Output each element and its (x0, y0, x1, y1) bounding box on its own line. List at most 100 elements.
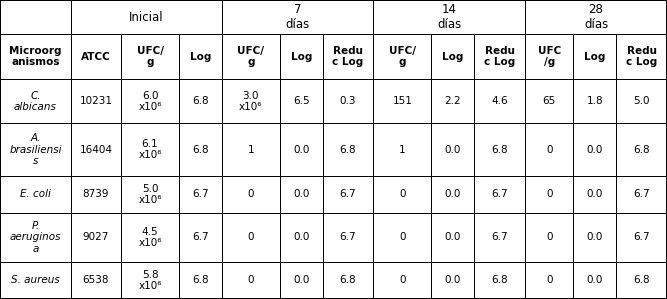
Bar (525, 262, 574, 299)
Bar (323, 34, 374, 79)
Text: 5.8
x10⁶: 5.8 x10⁶ (138, 270, 162, 291)
Bar (222, 176, 280, 213)
Text: 0: 0 (546, 232, 552, 242)
Text: 0: 0 (247, 190, 254, 199)
Text: 6.8: 6.8 (192, 96, 209, 106)
Text: 1: 1 (247, 145, 254, 155)
Text: 28
días: 28 días (584, 4, 608, 31)
Text: 0: 0 (400, 275, 406, 285)
Text: 9027: 9027 (83, 232, 109, 242)
Bar (280, 213, 323, 262)
Bar (374, 213, 432, 262)
Bar (574, 79, 616, 123)
Bar (374, 34, 432, 79)
Text: 0: 0 (247, 232, 254, 242)
Text: 6.8: 6.8 (192, 145, 209, 155)
Bar (179, 176, 222, 213)
Text: Log: Log (584, 52, 606, 62)
Text: 0.0: 0.0 (293, 275, 309, 285)
Text: 6.8: 6.8 (492, 145, 508, 155)
Text: 14
días: 14 días (437, 4, 462, 31)
Text: 6.5: 6.5 (293, 96, 309, 106)
Bar (525, 0, 667, 34)
Text: 0: 0 (400, 190, 406, 199)
Text: 6.7: 6.7 (192, 190, 209, 199)
Bar (222, 79, 280, 123)
Text: UFC
/g: UFC /g (538, 46, 561, 67)
Bar (179, 79, 222, 123)
Bar (222, 34, 280, 79)
Text: 6.7: 6.7 (340, 190, 356, 199)
Text: 7
días: 7 días (285, 4, 309, 31)
Text: 6.8: 6.8 (492, 275, 508, 285)
Bar (71, 213, 121, 262)
Bar (432, 262, 474, 299)
Bar (574, 176, 616, 213)
Text: P.
aeruginos
a: P. aeruginos a (10, 221, 61, 254)
Bar (323, 123, 374, 176)
Text: 0.0: 0.0 (587, 275, 603, 285)
Bar (323, 176, 374, 213)
Text: 65: 65 (543, 96, 556, 106)
Bar (71, 79, 121, 123)
Text: 6.8: 6.8 (192, 275, 209, 285)
Text: 10231: 10231 (79, 96, 113, 106)
Bar (0, 123, 71, 176)
Bar (0, 213, 71, 262)
Bar (71, 34, 121, 79)
Bar (121, 176, 179, 213)
Text: 6.7: 6.7 (492, 190, 508, 199)
Bar (616, 79, 667, 123)
Bar (222, 0, 374, 34)
Bar (0, 262, 71, 299)
Text: 0: 0 (400, 232, 406, 242)
Bar (374, 262, 432, 299)
Text: Log: Log (291, 52, 312, 62)
Bar (616, 176, 667, 213)
Text: Log: Log (442, 52, 464, 62)
Bar (474, 79, 525, 123)
Text: 0.3: 0.3 (340, 96, 356, 106)
Bar (0, 79, 71, 123)
Bar (71, 176, 121, 213)
Bar (71, 262, 121, 299)
Text: 0: 0 (546, 190, 552, 199)
Bar (280, 79, 323, 123)
Bar (179, 262, 222, 299)
Text: 1: 1 (399, 145, 406, 155)
Bar (474, 34, 525, 79)
Text: 0.0: 0.0 (445, 232, 461, 242)
Bar (179, 123, 222, 176)
Text: 8739: 8739 (83, 190, 109, 199)
Text: 0.0: 0.0 (293, 190, 309, 199)
Text: 0.0: 0.0 (445, 275, 461, 285)
Text: Redu
c Log: Redu c Log (484, 46, 516, 67)
Bar (323, 79, 374, 123)
Bar (432, 123, 474, 176)
Text: 0.0: 0.0 (587, 232, 603, 242)
Bar (474, 213, 525, 262)
Bar (374, 79, 432, 123)
Bar (374, 176, 432, 213)
Text: S. aureus: S. aureus (11, 275, 60, 285)
Text: 6.7: 6.7 (633, 232, 650, 242)
Bar (222, 213, 280, 262)
Text: 4.6: 4.6 (492, 96, 508, 106)
Text: 5.0: 5.0 (634, 96, 650, 106)
Bar (474, 123, 525, 176)
Text: 5.0
x10⁶: 5.0 x10⁶ (138, 184, 162, 205)
Bar (616, 123, 667, 176)
Text: Redu
c Log: Redu c Log (332, 46, 364, 67)
Text: ATCC: ATCC (81, 52, 111, 62)
Bar (574, 262, 616, 299)
Text: UFC/
g: UFC/ g (389, 46, 416, 67)
Text: 6.7: 6.7 (192, 232, 209, 242)
Bar (374, 0, 525, 34)
Text: 0.0: 0.0 (587, 190, 603, 199)
Text: 6.7: 6.7 (633, 190, 650, 199)
Bar (280, 176, 323, 213)
Bar (179, 34, 222, 79)
Bar (71, 123, 121, 176)
Bar (525, 123, 574, 176)
Text: Redu
c Log: Redu c Log (626, 46, 657, 67)
